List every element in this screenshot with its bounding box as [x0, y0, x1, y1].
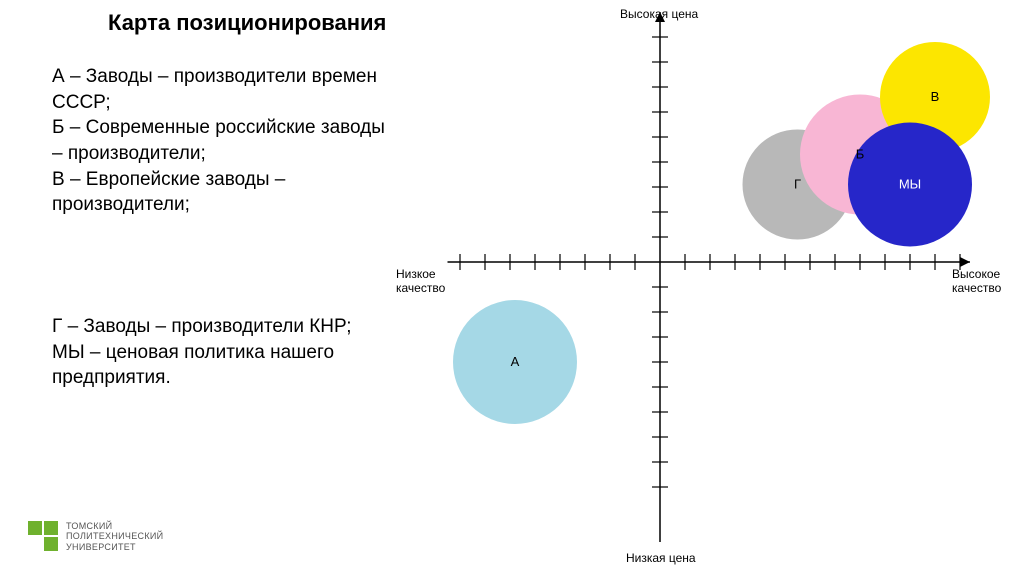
legend-item-v: В – Европейские заводы – производители;: [52, 167, 392, 218]
legend-item-a: А – Заводы – производители времен СССР;: [52, 64, 392, 115]
svg-text:Б: Б: [856, 147, 865, 162]
legend-item-g: Г – Заводы – производители КНР;: [52, 314, 392, 340]
logo-icon: [28, 521, 58, 551]
svg-text:В: В: [931, 89, 940, 104]
uni-line-2: ПОЛИТЕХНИЧЕСКИЙ: [66, 531, 163, 541]
page-title: Карта позиционирования: [108, 10, 386, 36]
university-name: ТОМСКИЙ ПОЛИТЕХНИЧЕСКИЙ УНИВЕРСИТЕТ: [66, 521, 163, 552]
uni-line-3: УНИВЕРСИТЕТ: [66, 542, 163, 552]
svg-text:А: А: [511, 354, 520, 369]
legend-item-b: Б – Современные российские заводы – прои…: [52, 115, 392, 166]
legend-top: А – Заводы – производители времен СССР; …: [52, 64, 392, 218]
svg-text:Г: Г: [794, 177, 801, 192]
legend-item-my: МЫ – ценовая политика нашего предприятия…: [52, 340, 392, 391]
uni-line-1: ТОМСКИЙ: [66, 521, 163, 531]
legend-bottom: Г – Заводы – производители КНР; МЫ – цен…: [52, 314, 392, 391]
svg-text:МЫ: МЫ: [899, 177, 921, 192]
positioning-chart: Г Б В МЫ А: [380, 4, 1020, 564]
university-logo: ТОМСКИЙ ПОЛИТЕХНИЧЕСКИЙ УНИВЕРСИТЕТ: [28, 521, 163, 552]
